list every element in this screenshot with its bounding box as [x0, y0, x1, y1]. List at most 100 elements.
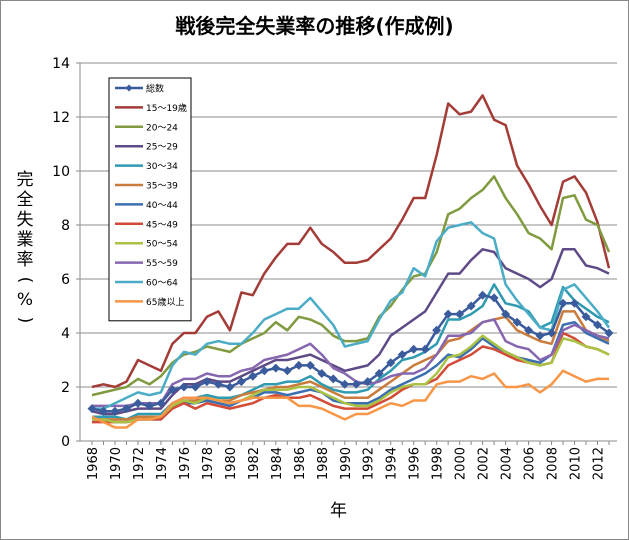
y-axis-label-char: 業: [16, 230, 34, 250]
legend-label: 35～39: [146, 182, 178, 192]
y-axis-label-char: 完: [16, 170, 34, 190]
y-tick-labels: 0 2 4 6 8 10 12 14: [52, 56, 70, 450]
data-point: [305, 360, 315, 370]
series-60～64: [92, 221, 611, 410]
data-point: [351, 379, 361, 389]
data-point: [282, 366, 292, 376]
y-tick-label: 6: [61, 272, 70, 288]
x-tick-label: 1992: [362, 447, 377, 480]
data-point: [558, 298, 568, 308]
data-point: [87, 404, 97, 414]
data-point: [167, 385, 177, 395]
series-line: [91, 293, 610, 413]
data-point: [397, 350, 407, 360]
x-tick-label: 2008: [546, 447, 561, 480]
x-tick-label: 1984: [270, 447, 285, 480]
legend-label: 50～54: [146, 240, 178, 250]
data-point: [489, 293, 499, 303]
legend-label: 25～29: [146, 143, 178, 153]
data-point: [317, 369, 327, 378]
legend-item: 60～64: [115, 279, 178, 289]
legend-box: [108, 77, 192, 322]
data-point: [478, 290, 488, 300]
y-axis-label: 完全失業率(%): [14, 170, 36, 330]
legend-marker: [125, 84, 133, 92]
data-point: [512, 317, 522, 327]
x-tick-label: 1970: [109, 447, 124, 480]
series-55～59: [92, 318, 610, 408]
axes: [76, 62, 617, 445]
legend-item: 50～54: [115, 240, 178, 250]
legend-item: 35～39: [115, 182, 178, 192]
legend-item: 65歳以上: [115, 296, 184, 308]
data-point: [455, 309, 465, 319]
legend: 総数 15～19歳 20～24 25～29 30～34 35～39 40～44 45～49 50…: [108, 77, 192, 322]
data-point: [133, 398, 143, 408]
data-point: [248, 371, 258, 381]
x-tick-labels: 1968 1970 1972 1974 1976 1978 1980 1982 1984 1986…: [86, 447, 607, 480]
x-tick-label: 2006: [523, 447, 538, 480]
y-tick-label: 4: [61, 326, 70, 342]
data-point: [179, 382, 189, 392]
data-point: [144, 401, 154, 411]
data-point: [443, 309, 453, 319]
y-tick-label: 2: [61, 380, 70, 396]
y-tick-label: 8: [61, 218, 70, 234]
data-point: [156, 398, 166, 408]
y-tick-label: 14: [52, 56, 70, 72]
legend-item: 総数: [115, 83, 164, 95]
series-line: [92, 318, 610, 408]
data-point: [202, 377, 212, 387]
series-lines: [87, 94, 614, 429]
series-50～54: [92, 334, 610, 424]
x-tick-label: 1980: [224, 447, 239, 480]
data-point: [121, 404, 131, 414]
x-tick-label: 1976: [178, 447, 193, 480]
x-tick-label: 2000: [454, 447, 469, 480]
x-axis-label: 年: [330, 501, 347, 521]
data-point: [581, 312, 591, 322]
series-line: [92, 334, 610, 424]
x-tick-label: 1974: [155, 447, 170, 480]
y-axis-label-char: 全: [16, 190, 34, 210]
data-point: [110, 406, 120, 416]
legend-label: 15～19歳: [146, 102, 187, 114]
y-axis-label-char: 失: [16, 210, 34, 230]
legend-label: 55～59: [146, 259, 178, 269]
x-tick-label: 1996: [408, 447, 423, 480]
x-tick-label: 1988: [316, 447, 331, 480]
legend-label: 45～49: [146, 220, 178, 230]
legend-label: 30～34: [146, 162, 178, 172]
data-point: [363, 377, 373, 387]
data-point: [535, 331, 545, 341]
data-point: [271, 363, 281, 373]
legend-label: 総数: [146, 83, 164, 95]
legend-item: 15～19歳: [115, 102, 187, 114]
data-point: [225, 382, 235, 392]
series-25～29: [91, 248, 610, 416]
data-point: [547, 328, 557, 338]
x-tick-label: 2004: [500, 447, 515, 480]
x-tick-label: 1990: [339, 447, 354, 480]
data-point: [386, 358, 396, 368]
series-line: [91, 94, 611, 389]
data-point: [409, 344, 419, 354]
y-axis-label-char: 率: [16, 250, 34, 270]
x-tick-label: 1968: [86, 447, 101, 480]
data-point: [213, 379, 223, 389]
legend-label: 60～64: [146, 279, 178, 289]
data-point: [593, 320, 603, 330]
legend-label: 20～24: [146, 123, 178, 133]
legend-item: 40～44: [115, 201, 178, 211]
x-tick-label: 2010: [569, 447, 584, 480]
data-point: [98, 406, 108, 416]
legend-item: 20～24: [115, 123, 178, 133]
x-tick-label: 1982: [247, 447, 262, 480]
series-line: [92, 221, 611, 410]
y-tick-label: 10: [52, 164, 70, 180]
legend-label: 65歳以上: [146, 296, 184, 308]
data-point: [432, 325, 442, 335]
data-point: [328, 374, 338, 384]
data-point: [524, 325, 534, 335]
